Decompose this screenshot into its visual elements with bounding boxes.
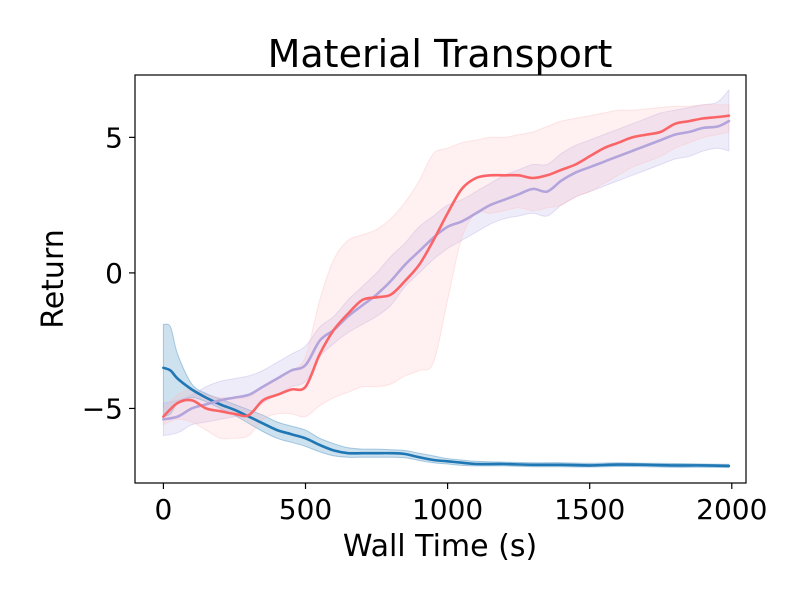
x-tick-label: 0	[155, 493, 173, 526]
y-axis-label: Return	[36, 229, 71, 329]
chart-title: Material Transport	[268, 32, 613, 76]
series-2-band	[162, 88, 730, 437]
x-tick-label: 2000	[696, 493, 767, 526]
series-1-band	[162, 323, 730, 469]
confidence-bands	[162, 88, 730, 469]
y-tick-label: 5	[105, 121, 123, 154]
x-tick-label: 1500	[554, 493, 625, 526]
series-3-line	[162, 114, 731, 418]
series-1-line	[162, 366, 731, 468]
y-tick-label: 0	[105, 257, 123, 290]
y-tick-label: −5	[82, 392, 123, 425]
y-axis: −5 0 5	[82, 121, 135, 425]
series-2-line	[162, 119, 731, 421]
x-axis-label: Wall Time (s)	[343, 529, 537, 564]
x-tick-label: 500	[279, 493, 332, 526]
series-lines	[162, 114, 731, 468]
plot-frame	[134, 74, 747, 484]
x-tick-label: 1000	[412, 493, 483, 526]
x-axis: 0 500 1000 1500 2000	[155, 483, 767, 526]
series-3-band	[162, 104, 730, 440]
